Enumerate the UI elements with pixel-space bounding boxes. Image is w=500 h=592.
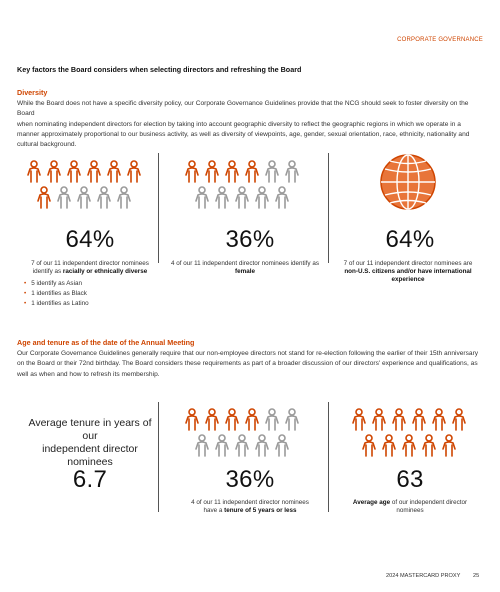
tenure-line: well as when and how to refresh its memb… <box>17 370 160 378</box>
divider <box>158 402 159 512</box>
globe-icon <box>378 152 438 217</box>
person-icon <box>402 434 416 457</box>
people-icon-grid <box>352 408 466 457</box>
person-icon <box>127 160 141 183</box>
stat-value: 64% <box>385 226 435 253</box>
divider <box>158 153 159 263</box>
person-icon <box>275 434 289 457</box>
person-icon <box>185 160 199 183</box>
diversity-breakdown-list: 5 identify as Asian 1 identifies as Blac… <box>24 279 89 309</box>
section-tag: CORPORATE GOVERNANCE <box>397 37 483 43</box>
diversity-heading: Diversity <box>17 88 48 97</box>
diversity-line: manner approximately proportional to our… <box>17 130 470 138</box>
stat-female <box>178 157 318 220</box>
person-icon <box>195 434 209 457</box>
person-icon <box>185 408 199 431</box>
list-item: 1 identifies as Latino <box>24 299 88 309</box>
stat-value: 64% <box>65 226 115 253</box>
people-icon-grid <box>185 408 299 457</box>
divider <box>328 153 329 263</box>
stat-caption: 7 of our 11 independent director nominee… <box>343 260 473 284</box>
people-icon-grid <box>185 160 299 209</box>
tenure-line: Our Corporate Governance Guidelines gene… <box>17 350 479 357</box>
person-icon <box>225 160 239 183</box>
person-icon <box>432 408 446 431</box>
stat-average-age <box>345 405 485 468</box>
footer-doc-title: 2024 MASTERCARD PROXY <box>386 573 461 579</box>
person-icon <box>392 408 406 431</box>
person-icon <box>215 186 229 209</box>
stat-caption: 7 of our 11 independent director nominee… <box>31 260 149 276</box>
person-icon <box>205 160 219 183</box>
person-icon <box>215 434 229 457</box>
diversity-line: cultural background. <box>17 141 77 149</box>
stat-value: 36% <box>225 226 275 253</box>
person-icon <box>442 434 456 457</box>
person-icon <box>77 186 91 209</box>
person-icon <box>235 186 249 209</box>
person-icon <box>235 434 249 457</box>
diversity-line: While the Board does not have a specific… <box>17 100 469 118</box>
page-title: Key factors the Board considers when sel… <box>17 65 302 74</box>
person-icon <box>87 160 101 183</box>
person-icon <box>97 186 111 209</box>
diversity-paragraph: While the Board does not have a specific… <box>17 99 483 150</box>
stat-caption: 4 of our 11 independent director nominee… <box>171 260 319 276</box>
person-icon <box>57 186 71 209</box>
stat-tenure-5yrs <box>178 405 318 468</box>
list-item: 5 identify as Asian <box>24 279 89 289</box>
tenure-paragraph: Our Corporate Governance Guidelines gene… <box>17 349 483 380</box>
person-icon <box>195 186 209 209</box>
stat-value: 36% <box>225 466 275 493</box>
stat-caption: 4 of our 11 independent director nominee… <box>191 499 309 515</box>
stat-value: 63 <box>396 466 424 493</box>
person-icon <box>352 408 366 431</box>
person-icon <box>275 186 289 209</box>
person-icon <box>27 160 41 183</box>
person-icon <box>245 408 259 431</box>
person-icon <box>225 408 239 431</box>
stat-value: 6.7 <box>72 466 108 493</box>
page-number: 25 <box>473 573 480 579</box>
person-icon <box>37 186 51 209</box>
person-icon <box>265 408 279 431</box>
person-icon <box>255 434 269 457</box>
person-icon <box>47 160 61 183</box>
tenure-heading: Age and tenure as of the date of the Ann… <box>17 338 195 347</box>
person-icon <box>382 434 396 457</box>
person-icon <box>67 160 81 183</box>
stat-racial-diversity <box>20 157 160 220</box>
tenure-label: Average tenure in years of our independe… <box>28 417 152 468</box>
person-icon <box>412 408 426 431</box>
tenure-line: on the Board or their 72nd birthday. The… <box>17 360 478 368</box>
person-icon <box>285 160 299 183</box>
diversity-line: when nominating independent directors fo… <box>17 120 461 128</box>
divider <box>328 402 329 512</box>
person-icon <box>285 408 299 431</box>
stat-caption: Average age of our independent director … <box>352 499 468 515</box>
person-icon <box>265 160 279 183</box>
person-icon <box>422 434 436 457</box>
person-icon <box>107 160 121 183</box>
list-item: 1 identifies as Black <box>24 289 89 299</box>
person-icon <box>255 186 269 209</box>
person-icon <box>117 186 131 209</box>
person-icon <box>452 408 466 431</box>
person-icon <box>362 434 376 457</box>
person-icon <box>205 408 219 431</box>
person-icon <box>245 160 259 183</box>
people-icon-grid <box>27 160 141 209</box>
person-icon <box>372 408 386 431</box>
